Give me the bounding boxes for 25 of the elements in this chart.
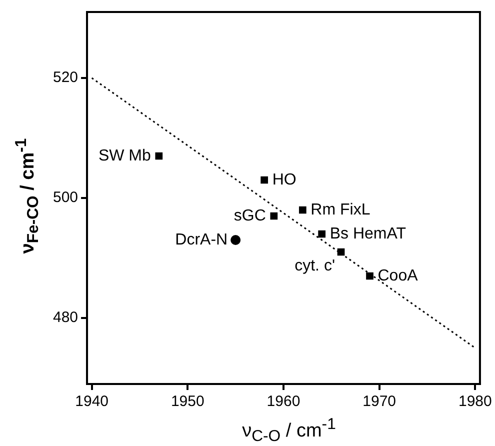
x-tick-label: 1940 — [75, 393, 109, 410]
point — [298, 206, 306, 214]
annotation: Bs HemAT — [330, 225, 406, 242]
point — [270, 212, 278, 220]
annotation: cyt. c' — [294, 257, 335, 274]
x-tick-label: 1970 — [362, 393, 396, 410]
annotation: Rm FixL — [310, 201, 370, 218]
y-tick-label: 520 — [52, 69, 78, 86]
x-tick-label: 1980 — [458, 393, 492, 410]
x-tick-label: 1960 — [266, 393, 300, 410]
annotation: DcrA-N — [175, 231, 228, 248]
point — [260, 176, 268, 184]
annotation: SW Mb — [98, 147, 151, 164]
point — [318, 230, 326, 238]
y-tick-label: 480 — [52, 309, 78, 326]
y-tick-label: 500 — [52, 189, 78, 206]
point — [337, 248, 345, 256]
point — [155, 152, 163, 160]
point — [230, 235, 241, 245]
point — [366, 272, 374, 280]
annotation: CooA — [378, 267, 418, 284]
x-axis-title: ν$_{C-O}$ / cm$^{-1}$ — [241, 416, 337, 446]
annotation: HO — [272, 171, 296, 188]
annotation: sGC — [234, 207, 266, 224]
x-tick-label: 1950 — [170, 393, 204, 410]
